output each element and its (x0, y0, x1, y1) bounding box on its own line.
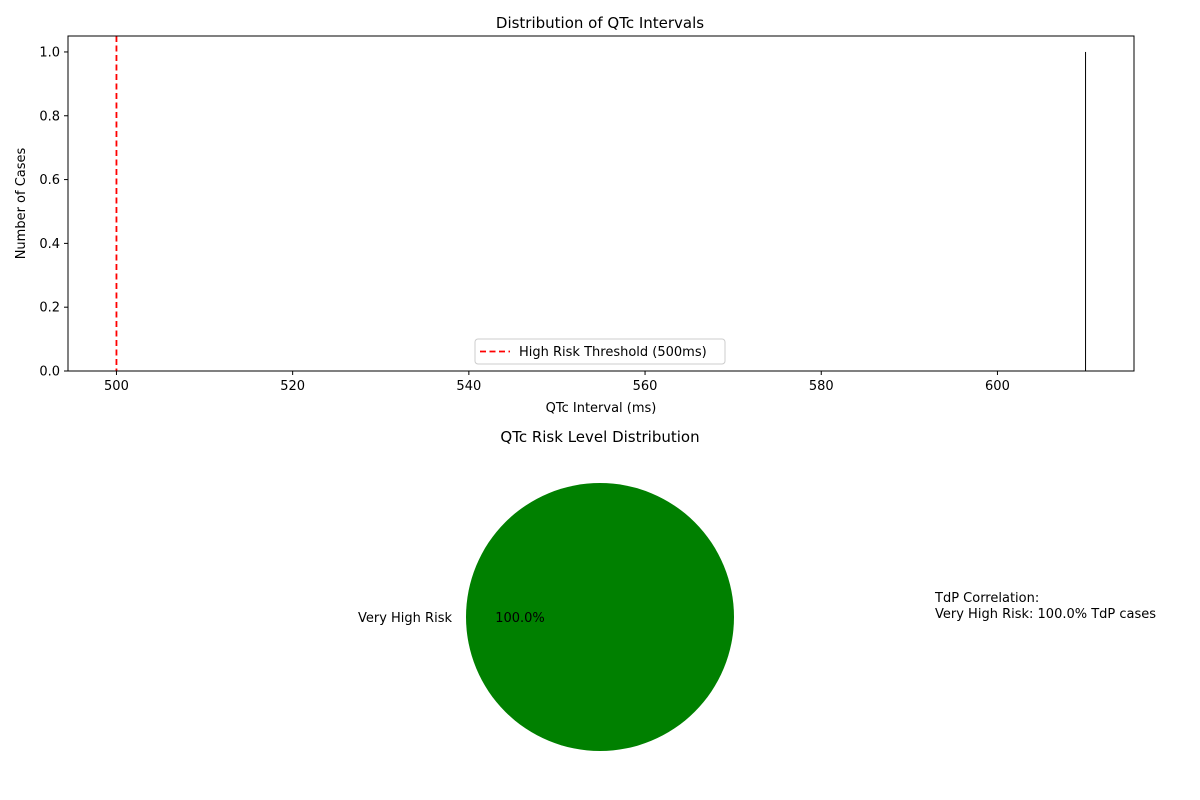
x-tick-label: 500 (104, 379, 129, 394)
y-tick-label: 0.4 (39, 237, 60, 252)
histogram-bars (1085, 51, 1087, 371)
x-tick-label: 520 (280, 379, 305, 394)
histogram-x-ticks: 500 520 540 560 580 600 (104, 371, 1010, 394)
x-tick-label: 540 (456, 379, 481, 394)
histogram-axes-frame (67, 35, 1135, 372)
annotation-line: Very High Risk: 100.0% TdP cases (935, 607, 1156, 622)
histogram-bar (1085, 51, 1087, 371)
histogram-y-ticks: 0.0 0.2 0.4 0.6 0.8 1.0 (39, 45, 68, 380)
pie-chart: QTc Risk Level Distribution Very High Ri… (358, 428, 734, 751)
tdp-correlation-annotation: TdP Correlation: Very High Risk: 100.0% … (934, 591, 1156, 622)
pie-slice-percent: 100.0% (495, 611, 545, 626)
x-tick-label: 560 (633, 379, 658, 394)
x-tick-label: 600 (985, 379, 1010, 394)
pie-title: QTc Risk Level Distribution (500, 428, 699, 446)
x-tick-label: 580 (809, 379, 834, 394)
histogram-x-axis-label: QTc Interval (ms) (546, 401, 657, 416)
y-tick-label: 0.0 (39, 365, 60, 380)
legend-threshold-label: High Risk Threshold (500ms) (519, 345, 707, 360)
pie-slice-very-high-risk (466, 483, 734, 751)
y-tick-label: 1.0 (39, 45, 60, 60)
y-tick-label: 0.2 (39, 301, 60, 316)
y-tick-label: 0.6 (39, 173, 60, 188)
histogram-legend: High Risk Threshold (500ms) (474, 338, 726, 365)
pie-slice-label: Very High Risk (358, 611, 452, 626)
annotation-heading: TdP Correlation: (934, 591, 1039, 606)
histogram-chart: Distribution of QTc Intervals 500 520 540 5… (14, 14, 1135, 416)
y-tick-label: 0.8 (39, 109, 60, 124)
histogram-title: Distribution of QTc Intervals (496, 14, 704, 32)
legend-box (474, 338, 726, 365)
histogram-y-axis-label: Number of Cases (14, 147, 29, 259)
